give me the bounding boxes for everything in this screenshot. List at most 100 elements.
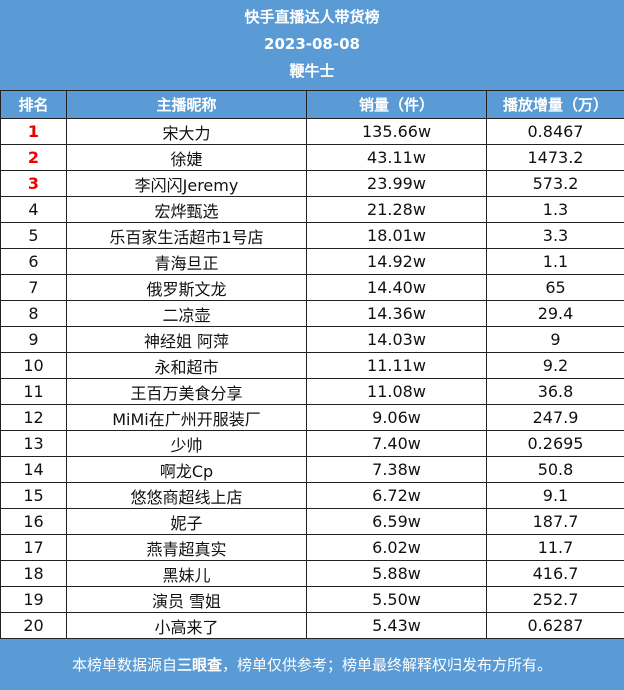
row: 20小高来了5.43w0.6287 (1, 613, 624, 639)
cell: 神经姐 阿萍 (67, 327, 307, 353)
cell: 9 (487, 327, 624, 353)
cell: 永和超市 (67, 353, 307, 379)
row: 3李闪闪Jeremy23.99w573.2 (1, 171, 624, 197)
rank: 9 (1, 327, 67, 353)
cell: 小高来了 (67, 613, 307, 639)
column-header: 播放增量（万） (487, 91, 624, 119)
cell: 青海旦正 (67, 249, 307, 275)
row: 8二凉壶14.36w29.4 (1, 301, 624, 327)
cell: 黑妹儿 (67, 561, 307, 587)
cell: 21.28w (307, 197, 487, 223)
row: 12MiMi在广州开服装厂9.06w247.9 (1, 405, 624, 431)
rank: 14 (1, 457, 67, 483)
rank: 12 (1, 405, 67, 431)
cell: 5.88w (307, 561, 487, 587)
rank: 17 (1, 535, 67, 561)
rank: 8 (1, 301, 67, 327)
cell: 247.9 (487, 405, 624, 431)
cell: 7.38w (307, 457, 487, 483)
cell: MiMi在广州开服装厂 (67, 405, 307, 431)
cell: 啊龙Cp (67, 457, 307, 483)
header: 快手直播达人带货榜 2023-08-08 鞭牛士 (0, 0, 624, 90)
row: 6青海旦正14.92w1.1 (1, 249, 624, 275)
cell: 宏烨甄选 (67, 197, 307, 223)
cell: 3.3 (487, 223, 624, 249)
cell: 1473.2 (487, 145, 624, 171)
cell: 7.40w (307, 431, 487, 457)
cell: 14.03w (307, 327, 487, 353)
cell: 18.01w (307, 223, 487, 249)
footer: 本榜单数据源自三眼查，榜单仅供参考；榜单最终解释权归发布方所有。 (0, 639, 624, 690)
row: 16妮子6.59w187.7 (1, 509, 624, 535)
cell: 二凉壶 (67, 301, 307, 327)
rank: 19 (1, 587, 67, 613)
cell: 1.1 (487, 249, 624, 275)
footer-brand: 三眼查 (177, 656, 222, 674)
cell: 187.7 (487, 509, 624, 535)
source: 鞭牛士 (0, 58, 624, 85)
cell: 252.7 (487, 587, 624, 613)
cell: 11.11w (307, 353, 487, 379)
cell: 43.11w (307, 145, 487, 171)
cell: 29.4 (487, 301, 624, 327)
column-header: 主播昵称 (67, 91, 307, 119)
cell: 573.2 (487, 171, 624, 197)
header-row: 排名主播昵称销量（件）播放增量（万） (1, 91, 624, 119)
cell: 14.40w (307, 275, 487, 301)
row: 4宏烨甄选21.28w1.3 (1, 197, 624, 223)
cell: 6.02w (307, 535, 487, 561)
cell: 王百万美食分享 (67, 379, 307, 405)
cell: 9.2 (487, 353, 624, 379)
cell: 徐婕 (67, 145, 307, 171)
row: 7俄罗斯文龙14.40w65 (1, 275, 624, 301)
cell: 50.8 (487, 457, 624, 483)
row: 11王百万美食分享11.08w36.8 (1, 379, 624, 405)
footer-text: 本榜单数据源自 (72, 656, 177, 674)
cell: 23.99w (307, 171, 487, 197)
cell: 乐百家生活超市1号店 (67, 223, 307, 249)
row: 18黑妹儿5.88w416.7 (1, 561, 624, 587)
cell: 9.06w (307, 405, 487, 431)
ranking-table: 排名主播昵称销量（件）播放增量（万） 1宋大力135.66w0.84672徐婕4… (0, 90, 624, 639)
cell: 少帅 (67, 431, 307, 457)
cell: 14.36w (307, 301, 487, 327)
rank: 15 (1, 483, 67, 509)
cell: 悠悠商超线上店 (67, 483, 307, 509)
row: 14啊龙Cp7.38w50.8 (1, 457, 624, 483)
row: 15悠悠商超线上店6.72w9.1 (1, 483, 624, 509)
column-header: 销量（件） (307, 91, 487, 119)
rank: 16 (1, 509, 67, 535)
cell: 6.72w (307, 483, 487, 509)
cell: 燕青超真实 (67, 535, 307, 561)
cell: 李闪闪Jeremy (67, 171, 307, 197)
cell: 宋大力 (67, 119, 307, 145)
row: 9神经姐 阿萍14.03w9 (1, 327, 624, 353)
cell: 妮子 (67, 509, 307, 535)
rank: 7 (1, 275, 67, 301)
rank: 1 (1, 119, 67, 145)
rank: 4 (1, 197, 67, 223)
cell: 0.2695 (487, 431, 624, 457)
rank: 5 (1, 223, 67, 249)
cell: 11.08w (307, 379, 487, 405)
cell: 0.6287 (487, 613, 624, 639)
column-header: 排名 (1, 91, 67, 119)
row: 10永和超市11.11w9.2 (1, 353, 624, 379)
rank: 6 (1, 249, 67, 275)
rank: 18 (1, 561, 67, 587)
cell: 11.7 (487, 535, 624, 561)
row: 5乐百家生活超市1号店18.01w3.3 (1, 223, 624, 249)
row: 13少帅7.40w0.2695 (1, 431, 624, 457)
cell: 6.59w (307, 509, 487, 535)
date: 2023-08-08 (0, 31, 624, 58)
row: 19演员 雪姐5.50w252.7 (1, 587, 624, 613)
cell: 14.92w (307, 249, 487, 275)
rank: 11 (1, 379, 67, 405)
rank: 2 (1, 145, 67, 171)
cell: 65 (487, 275, 624, 301)
cell: 9.1 (487, 483, 624, 509)
cell: 俄罗斯文龙 (67, 275, 307, 301)
cell: 演员 雪姐 (67, 587, 307, 613)
cell: 135.66w (307, 119, 487, 145)
